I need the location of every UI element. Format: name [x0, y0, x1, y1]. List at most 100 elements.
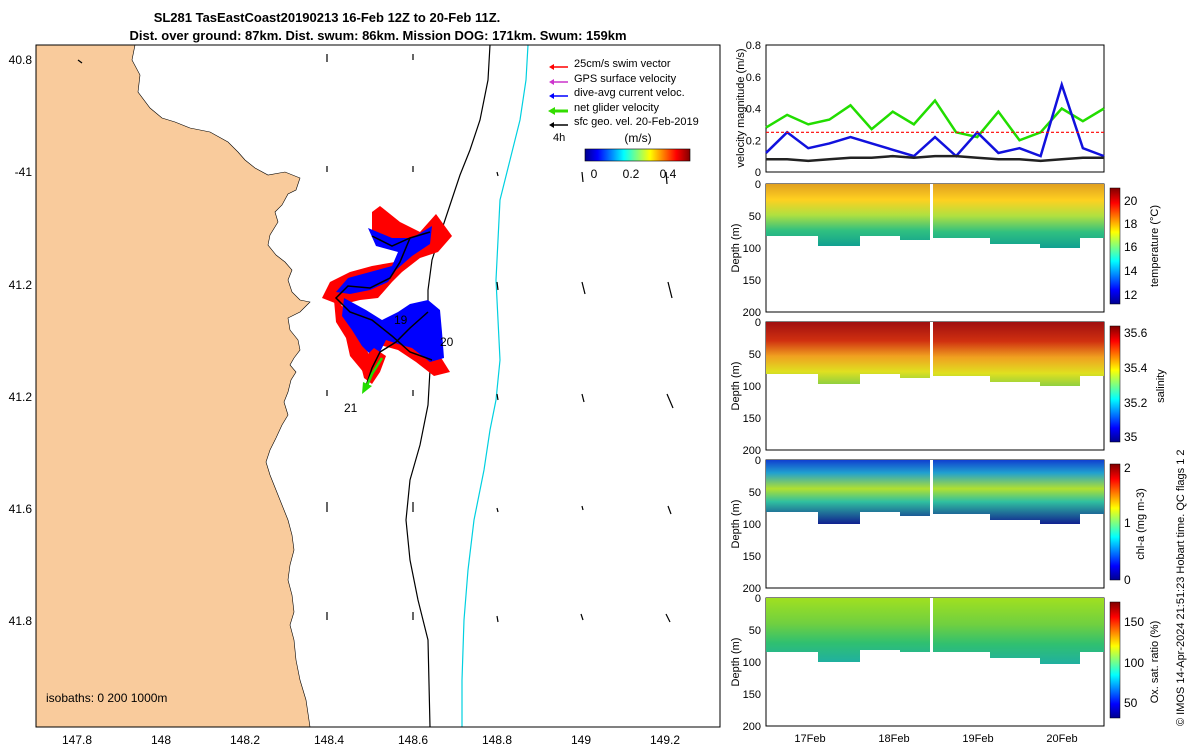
map-lon-axis: 147.8 148 148.2 148.4 148.6 148.8 149 14…: [62, 733, 680, 747]
legend-item: sfc geo. vel. 20-Feb-2019: [549, 116, 699, 128]
cbar-tick: 50: [1124, 696, 1138, 710]
salinity-cbar-label: salinity: [1155, 369, 1167, 403]
map-panel: 19 20 21: [9, 44, 721, 747]
cbar-tick: 1: [1124, 516, 1131, 530]
chl-panel: Depth (m) 2 1 0 chl-a (mg m-3) 0 50 100 150…: [730, 455, 1147, 595]
depth-tick-label: 50: [749, 349, 761, 361]
legend-label: 25cm/s swim vector: [574, 58, 671, 70]
depth-y-ticks: 0 50 100 150 200: [743, 179, 761, 319]
title-line-1: SL281 TasEastCoast20190213 16-Feb 12Z to…: [154, 10, 501, 25]
y-tick-label: 0: [755, 167, 761, 179]
velocity-panel: 0 0.2 0.4 0.6 0.8 velocity magnitude (m/s): [735, 40, 1105, 179]
chl-colorbar: [1109, 463, 1121, 581]
depth-y-ticks: 0 50 100 150 200: [743, 317, 761, 457]
legend-label: dive-avg current veloc.: [574, 87, 685, 99]
depth-tick-label: 150: [743, 551, 761, 563]
map-lat-axis: 40.8 -41 41.2 41.2 41.6 41.8: [9, 53, 33, 628]
depth-tick-label: 0: [755, 455, 761, 467]
depth-tick-label: 150: [743, 689, 761, 701]
oxygen-section: [766, 598, 930, 662]
lon-tick: 148.6: [398, 733, 428, 747]
salinity-section: [766, 322, 930, 384]
lon-tick: 147.8: [62, 733, 92, 747]
y-tick-label: 0.6: [746, 72, 761, 84]
salinity-colorbar: [1109, 325, 1121, 443]
glider-track: 19 20 21: [322, 206, 454, 415]
legend-item: dive-avg current veloc.: [549, 87, 685, 99]
cbar-tick: 35.4: [1124, 361, 1148, 375]
salinity-panel: Depth (m) 35.6 35.4 35.2 35 salinity 0 50…: [730, 317, 1167, 457]
map-frame: [35, 44, 721, 728]
depth-tick-label: 50: [749, 625, 761, 637]
tasmania-land: [36, 45, 311, 727]
cbar-tick: 2: [1124, 461, 1131, 475]
depth-tick-label: 100: [743, 381, 761, 393]
depth-y-ticks: 0 50 100 150 200: [743, 593, 761, 733]
velocity-ylabel: velocity magnitude (m/s): [735, 48, 747, 167]
oxygen-panel: Depth (m) 150 100 50 Ox. sat. ratio (%) …: [730, 593, 1161, 733]
track-label-21: 21: [344, 401, 358, 415]
colorbar-tick: 0: [591, 167, 598, 181]
temperature-panel: Depth (m) 20 18 16 14 12 temperature (°C…: [730, 179, 1161, 319]
lon-tick: 148.8: [482, 733, 512, 747]
depth-tick-label: 200: [743, 721, 761, 733]
temperature-section: [933, 184, 1104, 248]
speed-colorbar: [584, 148, 691, 162]
cbar-tick: 16: [1124, 240, 1138, 254]
y-tick-label: 0.2: [746, 135, 761, 147]
track-label-20: 20: [440, 335, 454, 349]
temperature-colorbar: [1109, 187, 1121, 305]
colorbar-tick: 0.2: [623, 167, 640, 181]
sfc-velocity-arrows: [77, 54, 674, 623]
isobath-1000m: [461, 45, 529, 727]
lon-tick: 148.4: [314, 733, 344, 747]
lat-tick: 41.6: [9, 502, 33, 516]
depth-tick-label: 200: [743, 307, 761, 319]
depth-tick-label: 150: [743, 413, 761, 425]
y-tick-label: 0.8: [746, 40, 761, 52]
lat-tick: 41.2: [9, 390, 33, 404]
depth-ylabel: Depth (m): [730, 224, 742, 273]
lat-tick: 40.8: [9, 53, 33, 67]
depth-tick-label: 200: [743, 583, 761, 595]
legend-item: 25cm/s swim vector: [549, 58, 671, 70]
depth-tick-label: 0: [755, 179, 761, 191]
legend-label: GPS surface velocity: [574, 73, 677, 85]
depth-tick-label: 100: [743, 243, 761, 255]
track-label-19: 19: [394, 313, 408, 327]
cbar-tick: 150: [1124, 615, 1144, 629]
depth-tick-label: 150: [743, 275, 761, 287]
chl-section: [933, 460, 1104, 524]
title-line-2: Dist. over ground: 87km. Dist. swum: 86k…: [129, 28, 626, 43]
cbar-tick: 14: [1124, 264, 1138, 278]
velocity-series: [765, 80, 1105, 163]
series-line-net-glider-velocity: [765, 98, 1105, 142]
depth-tick-label: 50: [749, 211, 761, 223]
colorbar-title: (m/s): [624, 131, 651, 145]
cbar-tick: 18: [1124, 217, 1138, 231]
lat-tick: 41.2: [9, 278, 33, 292]
chl-cbar-label: chl-a (mg m-3): [1135, 488, 1147, 560]
footer-note: © IMOS 14-Apr-2024 21:51:23 Hobart time.…: [1175, 449, 1187, 726]
depth-tick-label: 200: [743, 445, 761, 457]
legend-item: net glider velocity: [548, 102, 659, 115]
velocity-y-ticks: 0 0.2 0.4 0.6 0.8: [746, 40, 761, 179]
time-tick: 18Feb: [878, 733, 909, 745]
time-tick: 19Feb: [962, 733, 993, 745]
depth-ylabel: Depth (m): [730, 638, 742, 687]
cbar-tick: 35.2: [1124, 396, 1148, 410]
lat-tick: 41.8: [9, 614, 33, 628]
y-tick-label: 0.4: [746, 104, 761, 116]
legend-label: sfc geo. vel. 20-Feb-2019: [574, 116, 699, 128]
isobaths-label: isobaths: 0 200 1000m: [46, 691, 167, 705]
cbar-tick: 20: [1124, 194, 1138, 208]
legend-item: GPS surface velocity: [549, 73, 677, 85]
colorbar-tick: 0.4: [660, 167, 677, 181]
depth-ylabel: Depth (m): [730, 500, 742, 549]
time-axis: 17Feb 18Feb 19Feb 20Feb: [794, 733, 1077, 745]
lon-tick: 148.2: [230, 733, 260, 747]
depth-tick-label: 100: [743, 657, 761, 669]
cbar-tick: 12: [1124, 288, 1138, 302]
legend-label: net glider velocity: [574, 102, 659, 114]
